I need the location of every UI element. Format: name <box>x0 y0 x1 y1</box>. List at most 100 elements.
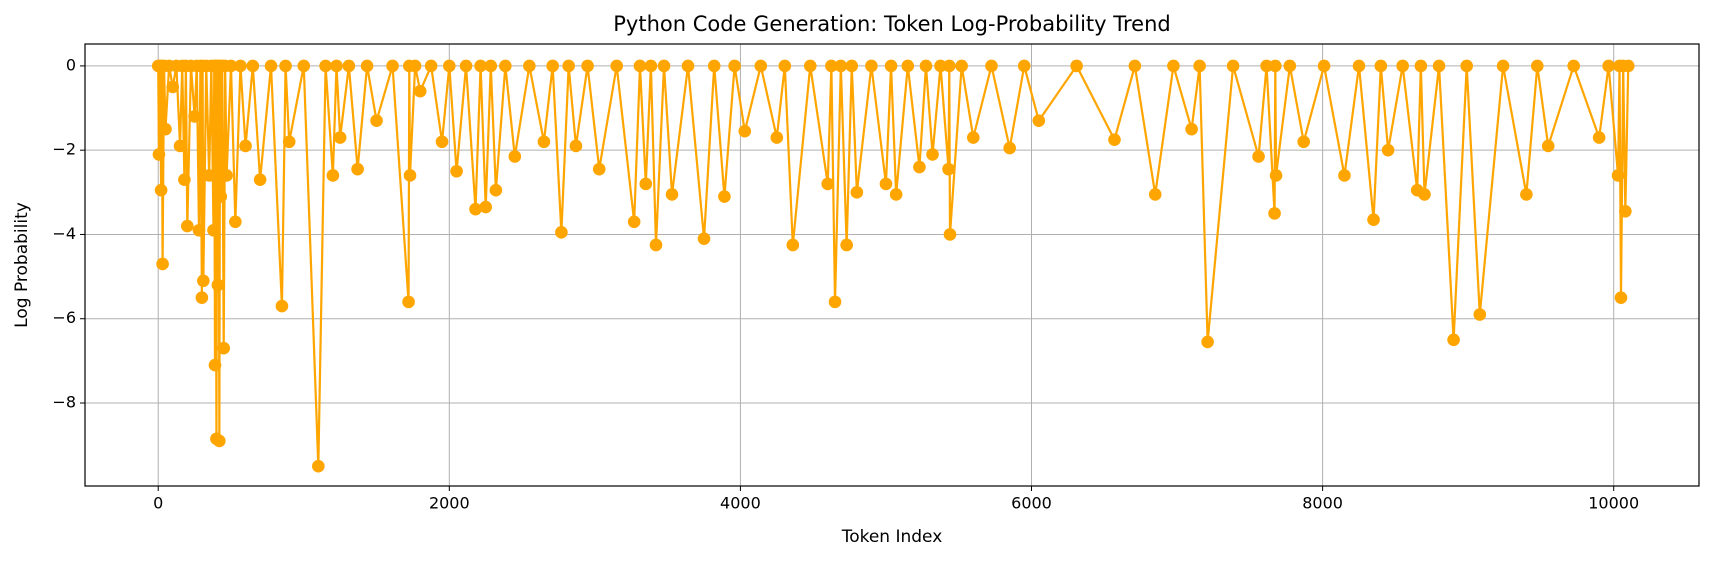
data-point <box>825 59 838 73</box>
data-point <box>1352 59 1366 73</box>
data-point <box>156 257 169 271</box>
data-point <box>718 190 731 203</box>
data-point <box>474 59 487 73</box>
data-point <box>1283 59 1297 73</box>
data-point <box>627 215 641 229</box>
data-point <box>884 59 898 73</box>
data-point <box>942 59 956 73</box>
data-point <box>738 124 752 138</box>
data-point <box>644 59 658 73</box>
y-tick-label: 0 <box>66 55 76 74</box>
data-point <box>360 59 374 73</box>
data-point <box>450 164 463 178</box>
data-point <box>1381 143 1395 157</box>
y-axis-label: Log Probability <box>12 202 32 328</box>
data-point <box>408 59 422 73</box>
data-point <box>370 114 383 127</box>
data-point <box>253 173 267 186</box>
data-point <box>926 148 939 161</box>
data-point <box>1567 59 1580 73</box>
data-point <box>1621 59 1635 73</box>
data-point <box>1252 150 1265 163</box>
data-point <box>728 59 741 73</box>
data-point <box>333 131 347 144</box>
data-point <box>152 148 166 161</box>
data-point <box>1602 59 1615 73</box>
data-point <box>1185 122 1198 136</box>
data-point <box>239 139 252 153</box>
data-point <box>1473 308 1487 321</box>
data-point <box>469 202 482 216</box>
x-tick-label: 2000 <box>429 494 470 513</box>
data-point <box>484 59 498 73</box>
data-point <box>1017 59 1031 73</box>
data-point <box>1269 169 1283 182</box>
data-point <box>610 59 623 73</box>
plot-frame <box>84 43 1700 487</box>
data-point <box>195 291 209 304</box>
data-point <box>1338 169 1351 182</box>
x-tick-label: 8000 <box>1302 494 1343 513</box>
data-point <box>342 59 356 73</box>
data-point <box>319 59 332 73</box>
data-point <box>1530 59 1544 73</box>
data-point <box>569 139 583 153</box>
data-point <box>207 223 220 237</box>
data-point <box>1460 59 1474 73</box>
data-point <box>424 59 438 73</box>
data-point <box>1414 59 1428 73</box>
data-point <box>834 59 848 73</box>
data-point <box>1167 59 1180 73</box>
data-point <box>1447 333 1460 347</box>
data-point <box>1070 59 1083 73</box>
data-point <box>229 215 242 229</box>
data-point <box>213 434 226 448</box>
data-point <box>1108 133 1121 146</box>
data-point <box>840 238 853 252</box>
data-point <box>1032 114 1046 127</box>
data-point <box>657 59 671 73</box>
data-point <box>1374 59 1388 73</box>
data-point <box>1614 291 1628 304</box>
data-point <box>402 295 415 309</box>
data-point <box>901 59 915 73</box>
data-point <box>1148 188 1162 201</box>
data-point <box>1297 135 1310 149</box>
data-point <box>413 84 427 98</box>
data-point <box>208 358 222 372</box>
y-tick-label: −6 <box>52 308 76 327</box>
data-point <box>220 169 233 182</box>
y-tick-label: −8 <box>52 392 76 411</box>
data-point <box>1520 188 1533 201</box>
data-point <box>697 232 711 245</box>
data-point <box>1128 59 1142 73</box>
data-point <box>282 135 296 149</box>
data-point <box>943 228 957 241</box>
data-point <box>919 59 933 73</box>
data-point <box>224 59 238 73</box>
data-point <box>592 162 606 176</box>
data-point <box>821 177 835 191</box>
data-point <box>770 131 784 144</box>
data-point <box>499 59 512 73</box>
data-point <box>966 131 980 144</box>
data-point <box>1269 59 1282 73</box>
data-point <box>828 295 842 309</box>
data-point <box>523 59 536 73</box>
data-point <box>889 188 903 201</box>
data-point <box>246 59 260 73</box>
data-point <box>942 162 955 176</box>
data-point <box>211 278 225 292</box>
data-point <box>985 59 998 73</box>
data-point <box>264 59 278 73</box>
data-point <box>489 183 503 197</box>
x-tick-label: 0 <box>153 494 163 513</box>
data-point <box>178 173 191 186</box>
data-point <box>159 122 172 136</box>
data-point <box>681 59 695 73</box>
data-point <box>1496 59 1510 73</box>
data-point <box>166 80 180 94</box>
data-point <box>845 59 859 73</box>
data-point <box>1317 59 1331 73</box>
data-point <box>435 135 449 149</box>
